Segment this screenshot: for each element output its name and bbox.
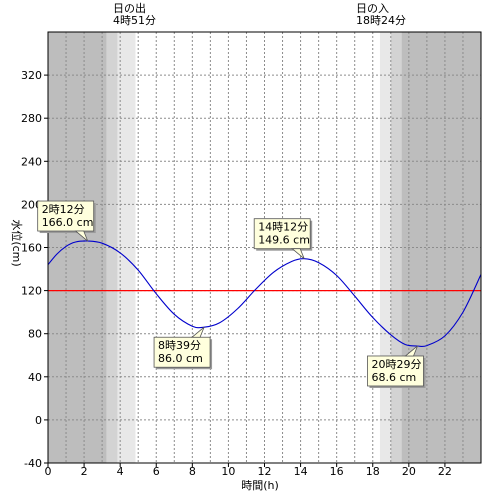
x-tick-label: 16 xyxy=(330,465,344,478)
x-tick-label: 20 xyxy=(402,465,416,478)
y-tick-label: 40 xyxy=(28,371,42,384)
x-tick-label: 12 xyxy=(258,465,272,478)
y-tick-labels: -40 0 40 80 120 160 200 240 280 320 xyxy=(21,69,42,470)
sunset-time: 18時24分 xyxy=(356,14,406,27)
callout-value: 166.0 cm xyxy=(42,216,94,229)
callout-pointer xyxy=(291,248,305,260)
callout-pointer xyxy=(190,326,205,338)
x-tick-labels: 0 2 4 6 8 10 12 14 16 18 20 22 xyxy=(45,465,452,478)
tide-level-line xyxy=(47,240,482,348)
y-axis-title: 水位(cm) xyxy=(10,219,24,266)
callout-time: 14時12分 xyxy=(258,221,308,234)
callout-box xyxy=(253,218,311,250)
x-tick-label: 4 xyxy=(117,465,124,478)
callout-pointer xyxy=(404,345,418,357)
callout-pointer xyxy=(74,230,89,242)
y-tick-label: 240 xyxy=(21,155,42,168)
y-tick-label: 0 xyxy=(35,414,42,427)
callout-value: 68.6 cm xyxy=(371,371,416,384)
series-group xyxy=(47,240,482,348)
y-tick-label: 160 xyxy=(21,242,42,255)
x-tick-label: 0 xyxy=(45,465,52,478)
y-tick-label: 80 xyxy=(28,328,42,341)
twilight-band-morning-light xyxy=(117,32,136,463)
sunset-title: 日の入 xyxy=(356,2,389,15)
x-tick-label: 2 xyxy=(81,465,88,478)
callout-box xyxy=(153,336,211,368)
x-tick-label: 10 xyxy=(221,465,235,478)
sunrise-time: 4時51分 xyxy=(113,14,156,27)
x-tick-label: 6 xyxy=(153,465,160,478)
callout-time: 20時29分 xyxy=(371,358,421,371)
callout-value: 149.6 cm xyxy=(258,234,310,247)
x-tick-label: 22 xyxy=(438,465,452,478)
callout-box xyxy=(367,355,424,387)
callout-time: 8時39分 xyxy=(158,339,201,352)
x-tick-label: 14 xyxy=(294,465,308,478)
y-tick-label: 200 xyxy=(21,198,42,211)
x-axis-title: 時間(h) xyxy=(241,479,279,492)
y-tick-label: 120 xyxy=(21,285,42,298)
callout-time: 2時12分 xyxy=(42,203,85,216)
sunrise-title: 日の出 xyxy=(113,1,146,15)
y-tick-label: 280 xyxy=(21,112,42,125)
callout-box xyxy=(37,200,95,232)
x-tick-label: 8 xyxy=(189,465,196,478)
y-tick-label: 320 xyxy=(21,69,42,82)
plot-frame xyxy=(44,31,482,467)
x-tick-label: 18 xyxy=(366,465,380,478)
y-tick-label: -40 xyxy=(24,457,42,470)
callout-value: 86.0 cm xyxy=(158,352,203,365)
